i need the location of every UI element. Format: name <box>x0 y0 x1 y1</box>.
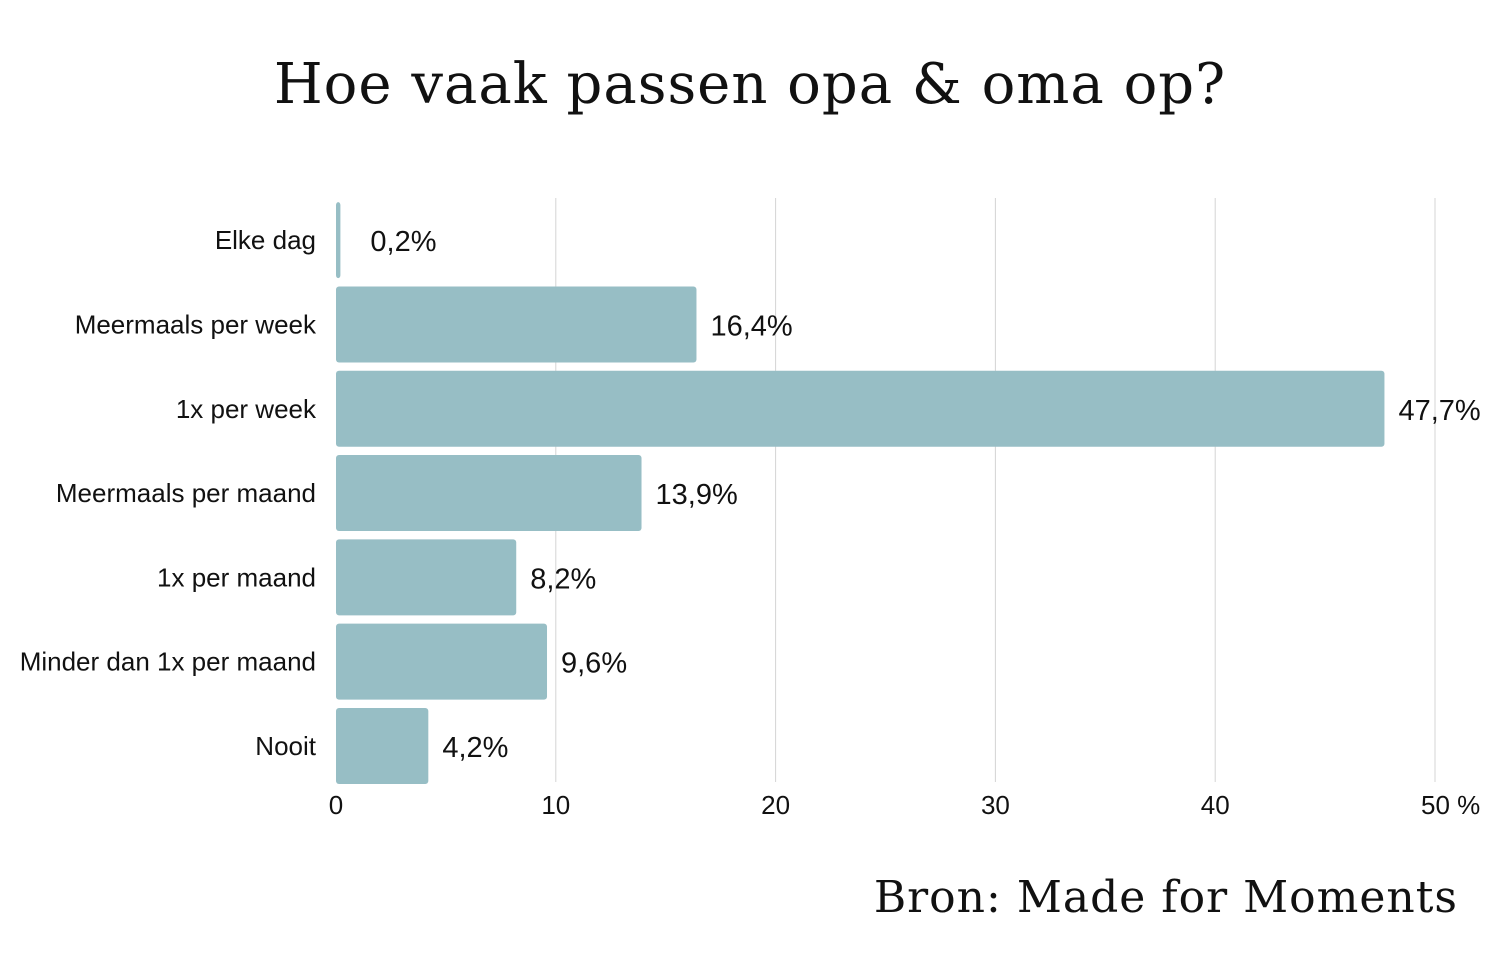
x-tick-label: 50 % <box>1421 790 1480 820</box>
value-label: 4,2% <box>442 732 508 764</box>
x-tick-label: 0 <box>329 790 343 820</box>
category-label: Minder dan 1x per maand <box>20 647 316 677</box>
bars <box>336 202 1385 784</box>
value-label: 0,2% <box>370 226 436 258</box>
bar <box>336 623 548 700</box>
x-axis-ticks: 0 10 20 30 40 50 % <box>329 790 1481 820</box>
value-label: 47,7% <box>1398 395 1480 427</box>
x-tick-label: 30 <box>981 790 1010 820</box>
bar <box>336 286 697 363</box>
bar <box>336 707 429 784</box>
bar <box>336 455 642 532</box>
value-label: 8,2% <box>530 563 596 595</box>
bar <box>336 202 341 279</box>
category-label: Elke dag <box>215 225 316 255</box>
chart-title: Hoe vaak passen opa & oma op? <box>273 52 1227 117</box>
category-labels: Elke dag Meermaals per week 1x per week Mee… <box>20 225 317 761</box>
category-label: Nooit <box>255 731 316 761</box>
bar <box>336 539 517 616</box>
x-tick-label: 40 <box>1201 790 1230 820</box>
category-label: Meermaals per week <box>75 309 317 339</box>
value-labels: 0,2% 16,4% 47,7% 13,9% 8,2% 9,6% 4,2% <box>370 226 1480 764</box>
category-label: 1x per week <box>176 394 317 424</box>
bar <box>336 370 1385 447</box>
category-label: 1x per maand <box>157 562 316 592</box>
source-note: Bron: Made for Moments <box>873 872 1458 923</box>
value-label: 13,9% <box>656 479 738 511</box>
x-tick-label: 20 <box>761 790 790 820</box>
x-tick-label: 10 <box>541 790 570 820</box>
category-label: Meermaals per maand <box>56 478 316 508</box>
value-label: 16,4% <box>710 310 792 342</box>
value-label: 9,6% <box>561 648 627 680</box>
